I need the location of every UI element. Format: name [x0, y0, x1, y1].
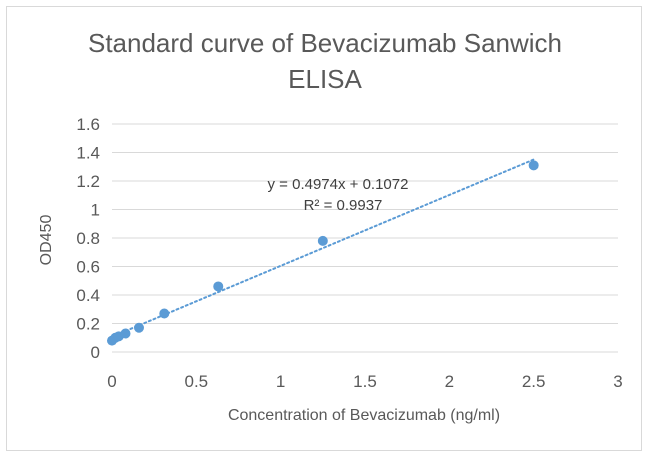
chart-title-line-1: Standard curve of Bevacizumab Sanwich — [88, 28, 562, 58]
chart-frame — [6, 6, 642, 451]
data-point — [133, 322, 144, 333]
x-tick-label: 2 — [445, 372, 454, 391]
y-tick-labels: 0 0.2 0.4 0.6 0.8 1 1.2 1.4 1.6 — [76, 115, 100, 362]
y-tick-label: 0 — [91, 343, 100, 362]
chart-title-line-2: ELISA — [288, 64, 362, 94]
data-point — [528, 160, 539, 171]
x-tick-label: 2.5 — [522, 372, 546, 391]
y-axis-title: OD450 — [38, 215, 55, 266]
data-point — [120, 328, 131, 339]
y-tick-label: 1.6 — [76, 115, 100, 134]
x-tick-label: 1.5 — [353, 372, 377, 391]
gridlines — [112, 123, 618, 353]
y-tick-label: 1 — [91, 201, 100, 220]
data-points — [107, 160, 539, 346]
x-tick-label: 1 — [276, 372, 285, 391]
x-axis-title: Concentration of Bevacizumab (ng/ml) — [228, 407, 500, 424]
x-tick-label: 0.5 — [185, 372, 209, 391]
x-tick-label: 0 — [107, 372, 116, 391]
data-point — [317, 235, 328, 246]
data-point — [213, 281, 224, 292]
trendline-equation: y = 0.4974x + 0.1072 — [268, 176, 409, 193]
y-tick-label: 0.8 — [76, 229, 100, 248]
x-tick-label: 3 — [613, 372, 622, 391]
r-squared-label: R² = 0.9937 — [304, 197, 383, 214]
trendline — [111, 158, 535, 338]
y-tick-label: 0.4 — [76, 286, 100, 305]
y-tick-label: 1.4 — [76, 144, 100, 163]
y-tick-label: 0.2 — [76, 315, 100, 334]
data-point — [159, 308, 170, 319]
y-tick-label: 1.2 — [76, 172, 100, 191]
trendline-group — [111, 158, 535, 338]
y-tick-label: 0.6 — [76, 258, 100, 277]
x-tick-labels: 0 0.5 1 1.5 2 2.5 3 — [107, 372, 622, 391]
